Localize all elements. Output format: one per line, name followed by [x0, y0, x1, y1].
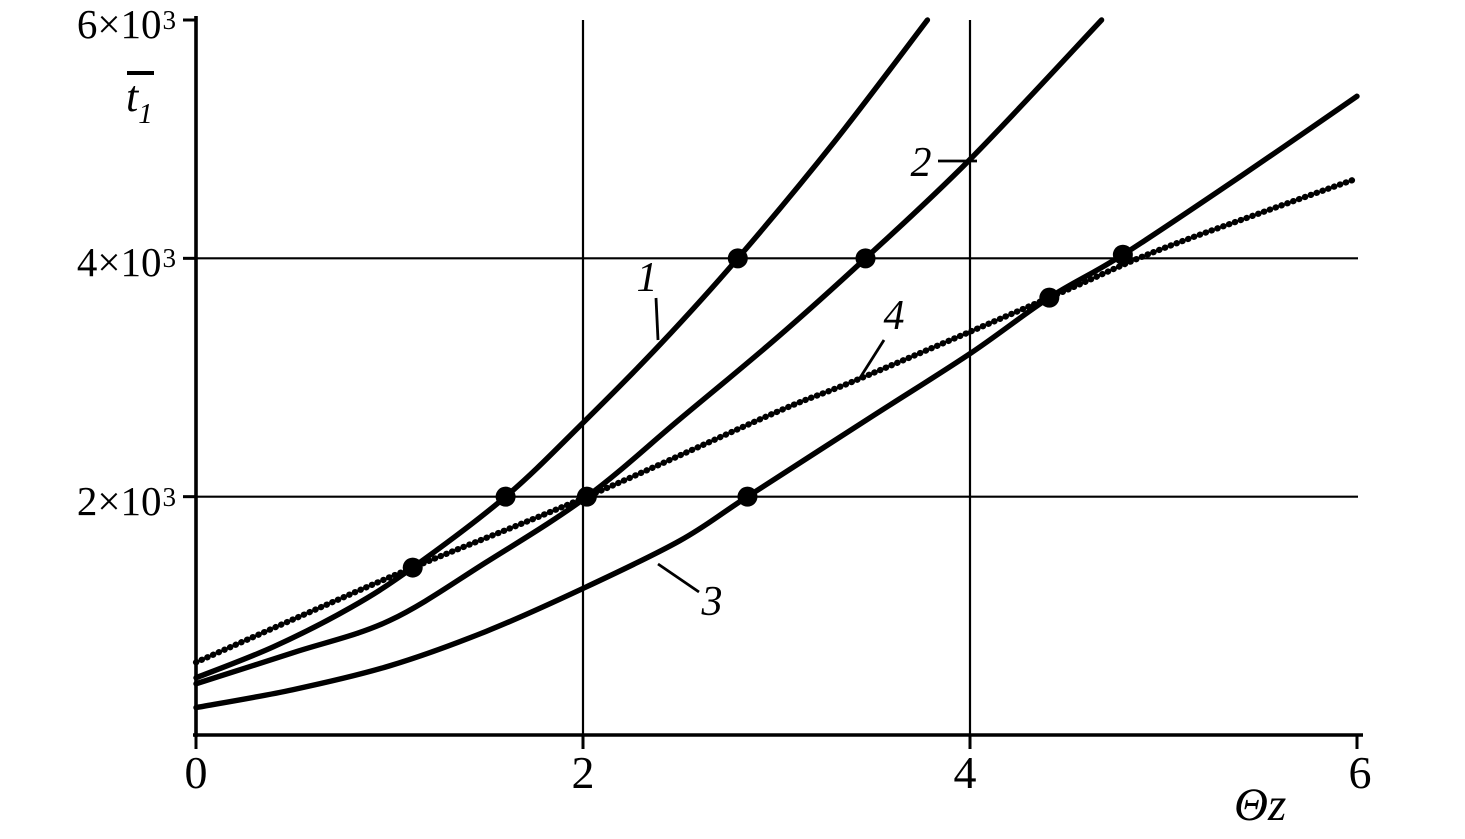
curve-2	[193, 17, 1105, 687]
data-point-marker	[727, 248, 748, 269]
y-tick-base: 6×10	[76, 1, 162, 47]
curve-label-1: 1	[636, 255, 658, 301]
x-tick-label-6: 6	[1348, 747, 1372, 798]
curve-label-4: 4	[883, 293, 905, 339]
y-tick-base: 4×10	[76, 239, 162, 285]
y-tick-base: 2×10	[76, 478, 162, 524]
y-tick-label-6000: 6×103	[18, 0, 176, 47]
x-axis-label: Θz	[1234, 779, 1287, 831]
curve-1-callout-line	[654, 297, 660, 341]
x-tick-label-4: 4	[953, 747, 977, 798]
curve-4	[192, 175, 1361, 666]
y-tick-exponent: 3	[162, 243, 176, 273]
curve-1	[193, 17, 931, 681]
curve-4-callout-line	[856, 339, 886, 382]
x-tick-label-2: 2	[571, 747, 595, 798]
data-point-marker	[737, 486, 758, 507]
data-point-marker	[1039, 287, 1060, 308]
y-axis-subscript: 1	[138, 98, 153, 130]
y-axis-label: t1	[126, 71, 154, 139]
y-tick-label-2000: 2×103	[18, 474, 176, 524]
data-point-marker	[855, 248, 876, 269]
overbar	[127, 71, 154, 75]
curve-label-3: 3	[701, 579, 723, 625]
data-point-marker	[495, 486, 516, 507]
y-tick-exponent: 3	[162, 482, 176, 512]
x-tick-label-0: 0	[184, 747, 208, 798]
data-point-marker	[576, 486, 597, 507]
curve-3	[193, 93, 1360, 711]
data-point-marker	[1112, 244, 1133, 265]
y-tick-exponent: 3	[162, 5, 176, 35]
y-tick-label-4000: 4×103	[18, 235, 176, 285]
data-point-marker	[402, 557, 423, 578]
curve-label-2: 2	[910, 140, 932, 186]
curve-3-callout-line	[657, 562, 700, 594]
y-axis-symbol: t	[126, 72, 139, 121]
